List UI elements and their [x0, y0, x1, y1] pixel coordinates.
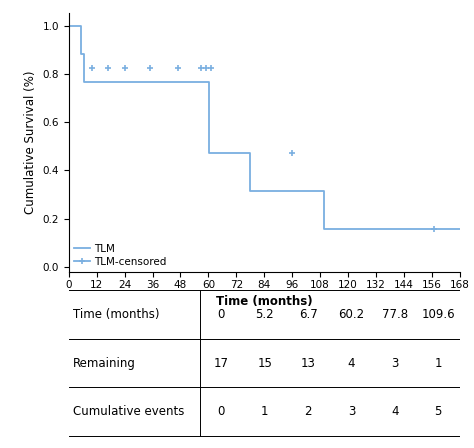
Text: 0: 0	[218, 405, 225, 418]
Text: 0: 0	[218, 308, 225, 321]
Text: 17: 17	[214, 357, 229, 370]
Text: 4: 4	[391, 405, 399, 418]
Text: 5.2: 5.2	[255, 308, 274, 321]
Text: 1: 1	[261, 405, 268, 418]
Text: 4: 4	[347, 357, 355, 370]
Y-axis label: Cumulative Survival (%): Cumulative Survival (%)	[24, 71, 37, 215]
Text: 6.7: 6.7	[299, 308, 318, 321]
Text: Time (months): Time (months)	[73, 308, 159, 321]
Text: 109.6: 109.6	[421, 308, 455, 321]
Text: 77.8: 77.8	[382, 308, 408, 321]
Text: Cumulative events: Cumulative events	[73, 405, 184, 418]
Legend: TLM, TLM-censored: TLM, TLM-censored	[74, 244, 166, 267]
Text: 5: 5	[435, 405, 442, 418]
Text: Remaining: Remaining	[73, 357, 136, 370]
X-axis label: Time (months): Time (months)	[216, 295, 312, 308]
Text: 15: 15	[257, 357, 272, 370]
Text: 3: 3	[348, 405, 355, 418]
Text: 2: 2	[304, 405, 312, 418]
Text: 3: 3	[391, 357, 399, 370]
Text: 13: 13	[301, 357, 316, 370]
Text: 1: 1	[434, 357, 442, 370]
Text: 60.2: 60.2	[338, 308, 365, 321]
